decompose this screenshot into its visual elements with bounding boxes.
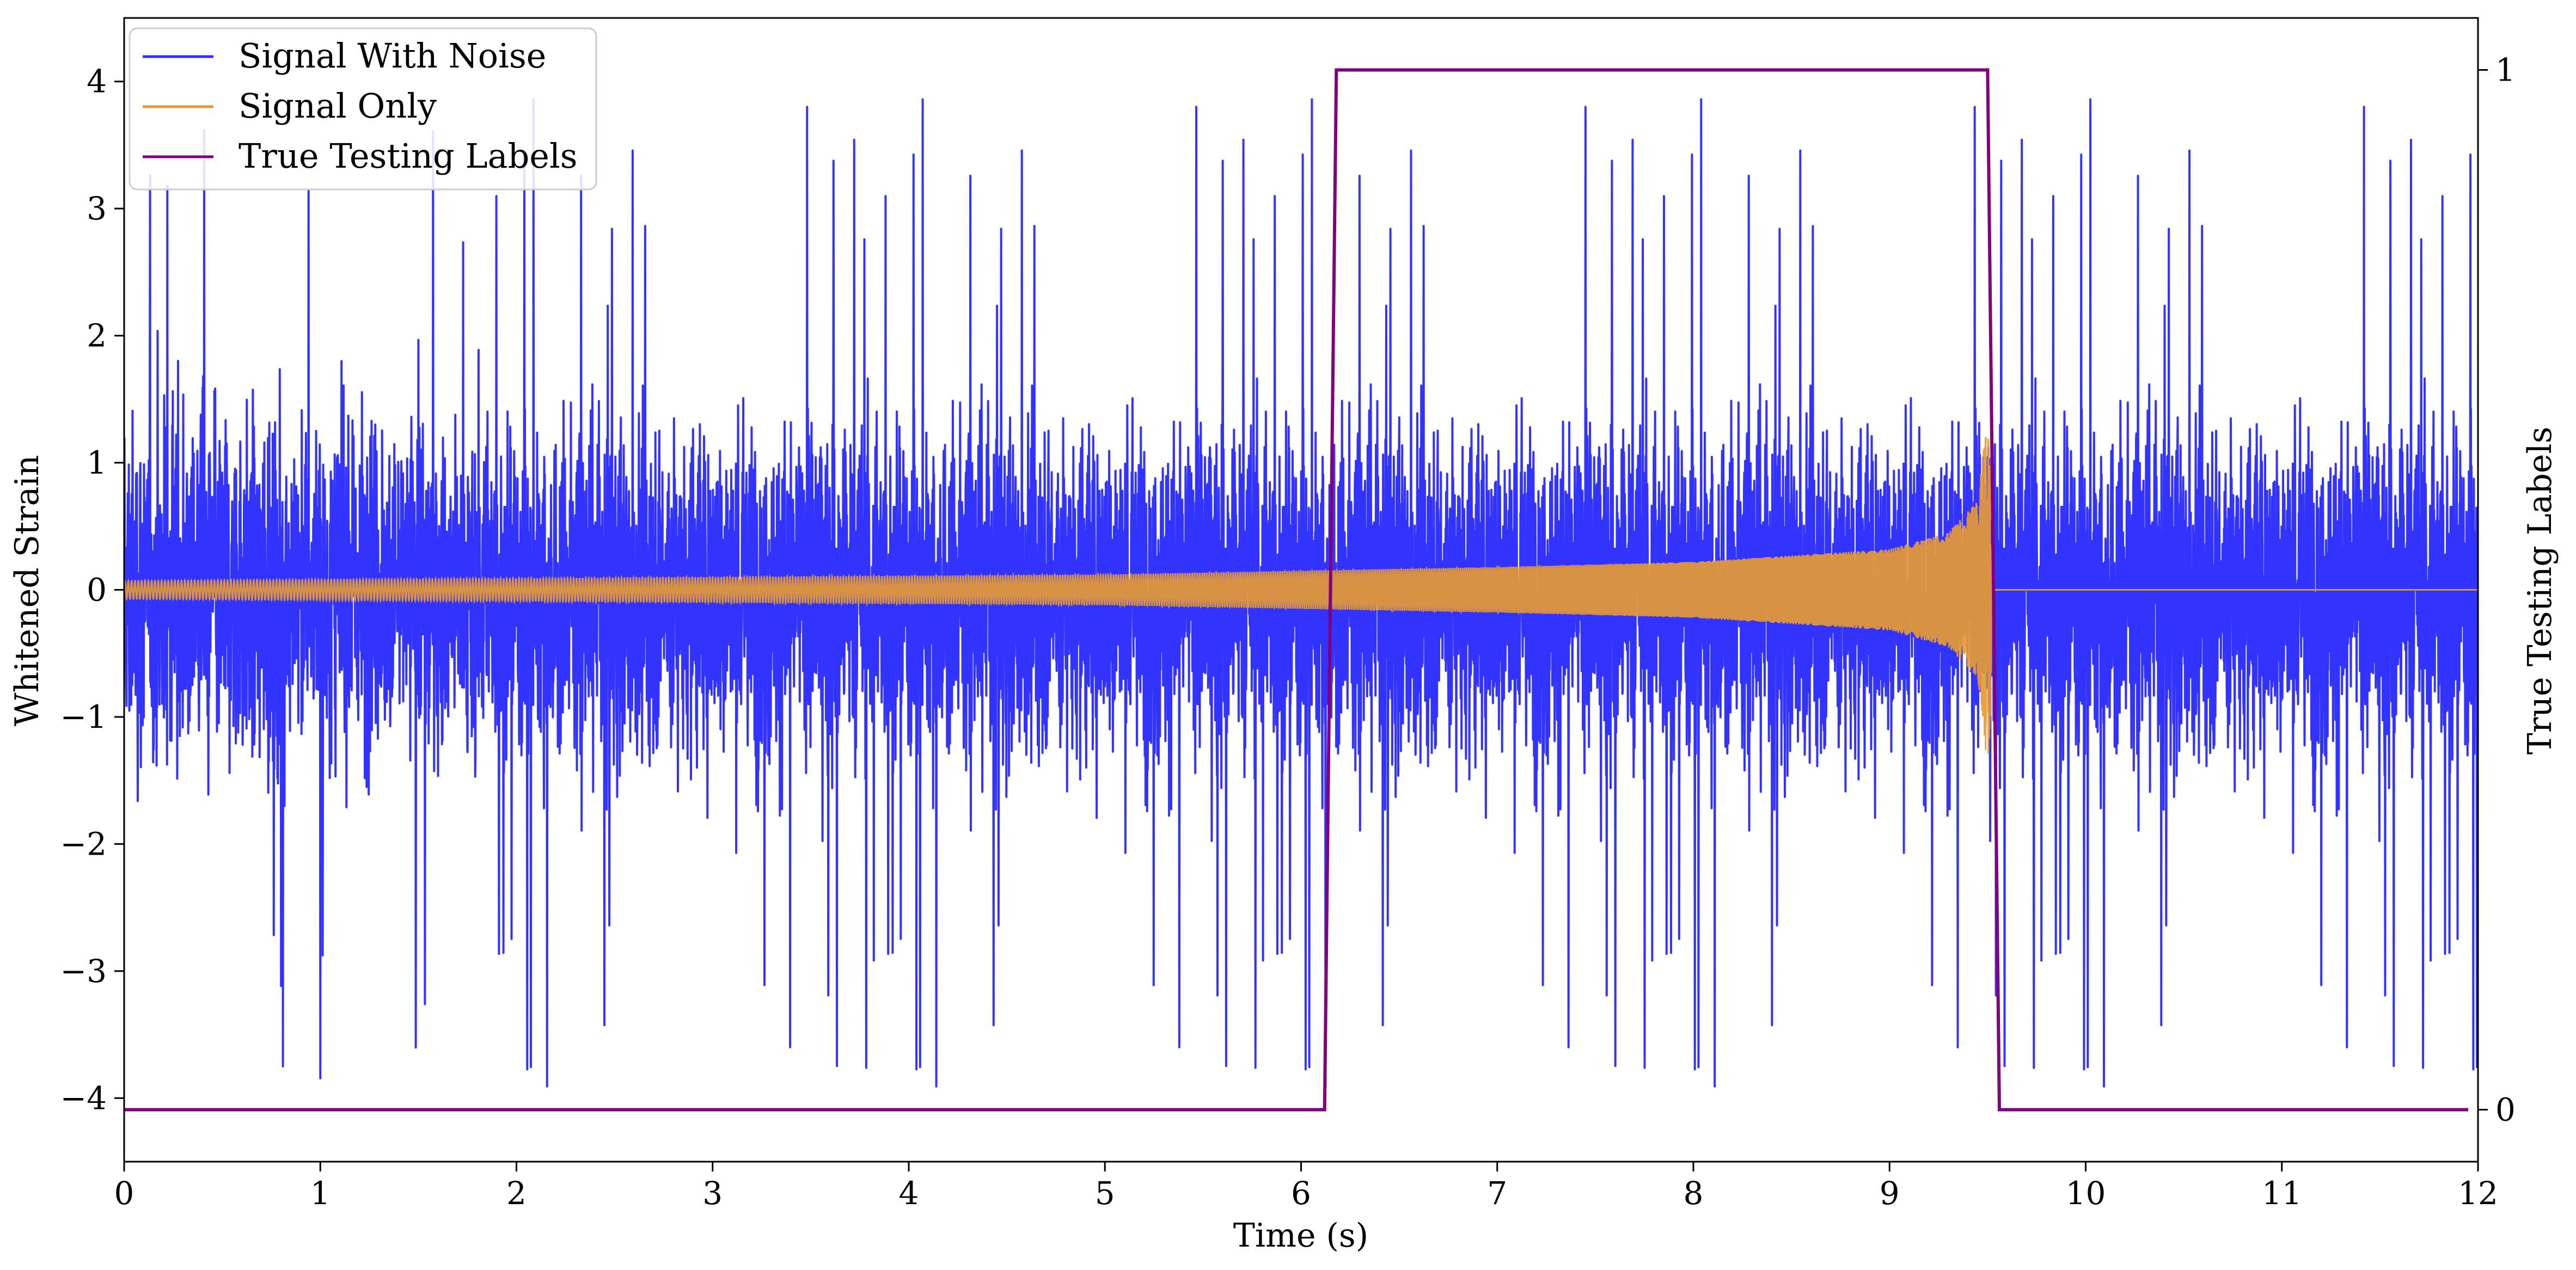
x-tick-label: 10 xyxy=(2066,1175,2106,1212)
x-tick-label: 12 xyxy=(2458,1175,2498,1212)
series-signal-with-noise xyxy=(124,98,2478,1088)
y2-axis-label: True Testing Labels xyxy=(2521,427,2559,755)
x-tick-label: 0 xyxy=(114,1175,134,1212)
y-tick-label: 2 xyxy=(87,317,107,354)
series-true-testing-labels xyxy=(124,68,2468,1112)
y-tick-label: −3 xyxy=(60,953,107,990)
legend: Signal With Noise Signal Only True Testi… xyxy=(129,27,597,191)
y-tick-label: 4 xyxy=(87,63,107,100)
y-tick-label: −2 xyxy=(60,825,107,862)
x-tick-label: 9 xyxy=(1880,1175,1900,1212)
y2-tick-label: 0 xyxy=(2495,1091,2516,1128)
x-tick-label: 4 xyxy=(899,1175,919,1212)
x-tick-label: 2 xyxy=(506,1175,527,1212)
legend-frame xyxy=(129,27,597,191)
y-tick-label: −1 xyxy=(60,698,107,735)
y-tick-label: 3 xyxy=(87,190,107,227)
series-signal-only xyxy=(124,437,2478,754)
y-tick-label: 0 xyxy=(87,572,107,609)
x-tick-label: 6 xyxy=(1291,1175,1311,1212)
legend-label-signal-only: Signal Only xyxy=(238,86,437,126)
y-axis-label: Whitened Strain xyxy=(8,455,46,726)
x-tick-label: 11 xyxy=(2262,1175,2302,1212)
plot-area xyxy=(124,68,2478,1112)
y-tick-label: 1 xyxy=(87,444,107,481)
x-tick-label: 7 xyxy=(1487,1175,1507,1212)
x-tick-label: 5 xyxy=(1095,1175,1115,1212)
x-tick-label: 1 xyxy=(310,1175,331,1212)
legend-label-true-testing-labels: True Testing Labels xyxy=(238,136,578,176)
x-tick-label: 8 xyxy=(1684,1175,1704,1212)
y2-tick-label: 1 xyxy=(2495,52,2516,89)
x-axis-label: Time (s) xyxy=(1233,1217,1368,1255)
y-tick-label: −4 xyxy=(60,1079,107,1116)
legend-label-signal-with-noise: Signal With Noise xyxy=(238,36,546,76)
x-tick-label: 3 xyxy=(702,1175,723,1212)
